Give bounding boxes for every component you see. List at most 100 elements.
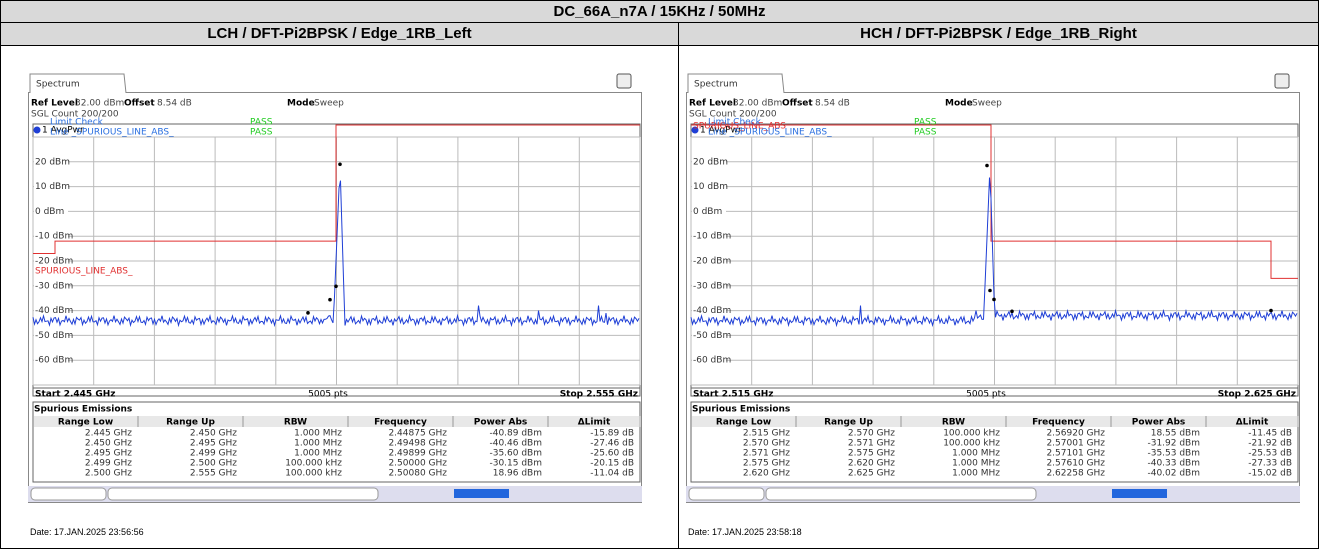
table-cell: 2.57101 GHz	[1046, 449, 1105, 459]
trace-badge	[691, 126, 699, 134]
limit-line	[691, 124, 1298, 279]
label-bg	[34, 206, 68, 217]
setting: Ref Level	[689, 99, 736, 109]
table-cell: -40.89 dBm	[489, 429, 542, 439]
y-tick-label: -10 dBm	[693, 232, 731, 242]
table-cell: -11.45 dB	[1248, 429, 1292, 439]
column-header: Range Low	[58, 418, 113, 428]
stop-freq: Stop 2.555 GHz	[560, 390, 638, 400]
setting: 8.54 dB	[157, 99, 192, 109]
table-cell: -27.33 dB	[1248, 459, 1292, 469]
setting: 32.00 dBm	[75, 99, 124, 109]
y-tick-label: 20 dBm	[693, 157, 728, 167]
column-header: ΔLimit	[578, 418, 611, 428]
table-cell: 100.000 kHz	[943, 439, 1000, 449]
tab-label: Spectrum	[36, 80, 80, 90]
points: 5005 pts	[966, 390, 1006, 400]
table-cell: 1.000 MHz	[294, 439, 342, 449]
table-cell: -15.02 dB	[1248, 469, 1292, 479]
table-cell: -35.60 dBm	[489, 449, 542, 459]
start-freq: Start 2.515 GHz	[693, 390, 774, 400]
marker	[988, 288, 992, 293]
table-cell: 2.620 GHz	[743, 469, 790, 479]
table-cell: 1.000 MHz	[294, 429, 342, 439]
y-tick-label: 0 dBm	[693, 207, 722, 217]
table-cell: 18.96 dBm	[493, 469, 542, 479]
table-cell: 2.56920 GHz	[1046, 429, 1105, 439]
limit-line-label: SPURIOUS_LINE_ABS	[693, 122, 786, 132]
trace-label: 1 AvgPwr	[700, 126, 742, 136]
report-title: DC_66A_n7A / 15KHz / 50MHz	[0, 0, 1319, 23]
start-freq: Start 2.445 GHz	[35, 390, 116, 400]
table-cell: 2.44875 GHz	[388, 429, 447, 439]
table-cell: 2.499 GHz	[85, 459, 132, 469]
setting: Ref Level	[31, 99, 78, 109]
limit-check: Limit Check	[50, 118, 104, 128]
setting: 8.54 dB	[815, 99, 850, 109]
label-bg	[34, 181, 68, 192]
marker	[338, 162, 342, 167]
column-header: RBW	[284, 418, 307, 428]
setting: Mode	[945, 99, 973, 109]
table-cell: 2.575 GHz	[848, 449, 895, 459]
y-tick-label: -50 dBm	[35, 331, 73, 341]
table-cell: 2.571 GHz	[848, 439, 895, 449]
table-cell: -31.92 dBm	[1147, 439, 1200, 449]
label-bg	[34, 280, 68, 291]
limit-line-label: SPURIOUS_LINE_ABS_	[35, 266, 133, 276]
table-cell: 100.000 kHz	[943, 429, 1000, 439]
table-cell: 2.450 GHz	[85, 439, 132, 449]
column-header: Power Abs	[474, 418, 528, 428]
table-cell: 100.000 kHz	[285, 459, 342, 469]
table-cell: 2.500 GHz	[190, 459, 237, 469]
column-header: Power Abs	[1132, 418, 1186, 428]
table-cell: 1.000 MHz	[952, 469, 1000, 479]
limit-check: Limit Check	[708, 118, 762, 128]
limit-check-result: PASS	[914, 118, 937, 128]
y-tick-label: -40 dBm	[35, 306, 73, 316]
column-header: RBW	[942, 418, 965, 428]
setting: 32.00 dBm	[733, 99, 782, 109]
label-bg	[692, 355, 726, 366]
sgl-count: SGL Count 200/200	[31, 110, 119, 120]
marker	[306, 311, 310, 315]
table-cell: 2.515 GHz	[743, 429, 790, 439]
trace-badge	[33, 126, 41, 134]
column-header: Range Low	[716, 418, 771, 428]
date: Date: 17.JAN.2025 23:56:56	[30, 527, 144, 537]
panel-heading: HCH / DFT-Pi2BPSK / Edge_1RB_Right	[678, 22, 1319, 46]
table-cell: 1.000 MHz	[952, 449, 1000, 459]
y-tick-label: -20 dBm	[693, 257, 731, 267]
label-bg	[692, 330, 726, 341]
table-cell: 2.495 GHz	[190, 439, 237, 449]
trace	[690, 177, 1298, 328]
menu-icon	[616, 73, 632, 89]
table-cell: 2.570 GHz	[848, 429, 895, 439]
table-cell: 2.450 GHz	[190, 429, 237, 439]
setting: Mode	[287, 99, 315, 109]
marker	[328, 297, 332, 302]
points: 5005 pts	[308, 390, 348, 400]
progress	[454, 489, 509, 498]
table-cell: 18.55 dBm	[1151, 429, 1200, 439]
table-cell: 1.000 MHz	[952, 459, 1000, 469]
table-cell: -25.53 dB	[1248, 449, 1292, 459]
line-check-result: PASS	[914, 128, 937, 138]
table-cell: -11.04 dB	[590, 469, 634, 479]
line-check: Line _SPURIOUS_LINE_ABS_	[50, 128, 174, 138]
marker	[334, 284, 338, 289]
label-bg	[34, 355, 68, 366]
table-cell: 2.575 GHz	[743, 459, 790, 469]
tab-label: Spectrum	[694, 80, 738, 90]
table-cell: 2.57610 GHz	[1046, 459, 1105, 469]
status-field	[688, 487, 765, 501]
table-cell: 2.49899 GHz	[388, 449, 447, 459]
line-check-result: PASS	[250, 128, 273, 138]
table-cell: -25.60 dB	[590, 449, 634, 459]
table-title: Spurious Emissions	[34, 405, 132, 415]
setting: Offset	[782, 99, 813, 109]
line-check: Line _SPURIOUS_LINE_ABS_	[708, 128, 832, 138]
status-field	[30, 487, 107, 501]
